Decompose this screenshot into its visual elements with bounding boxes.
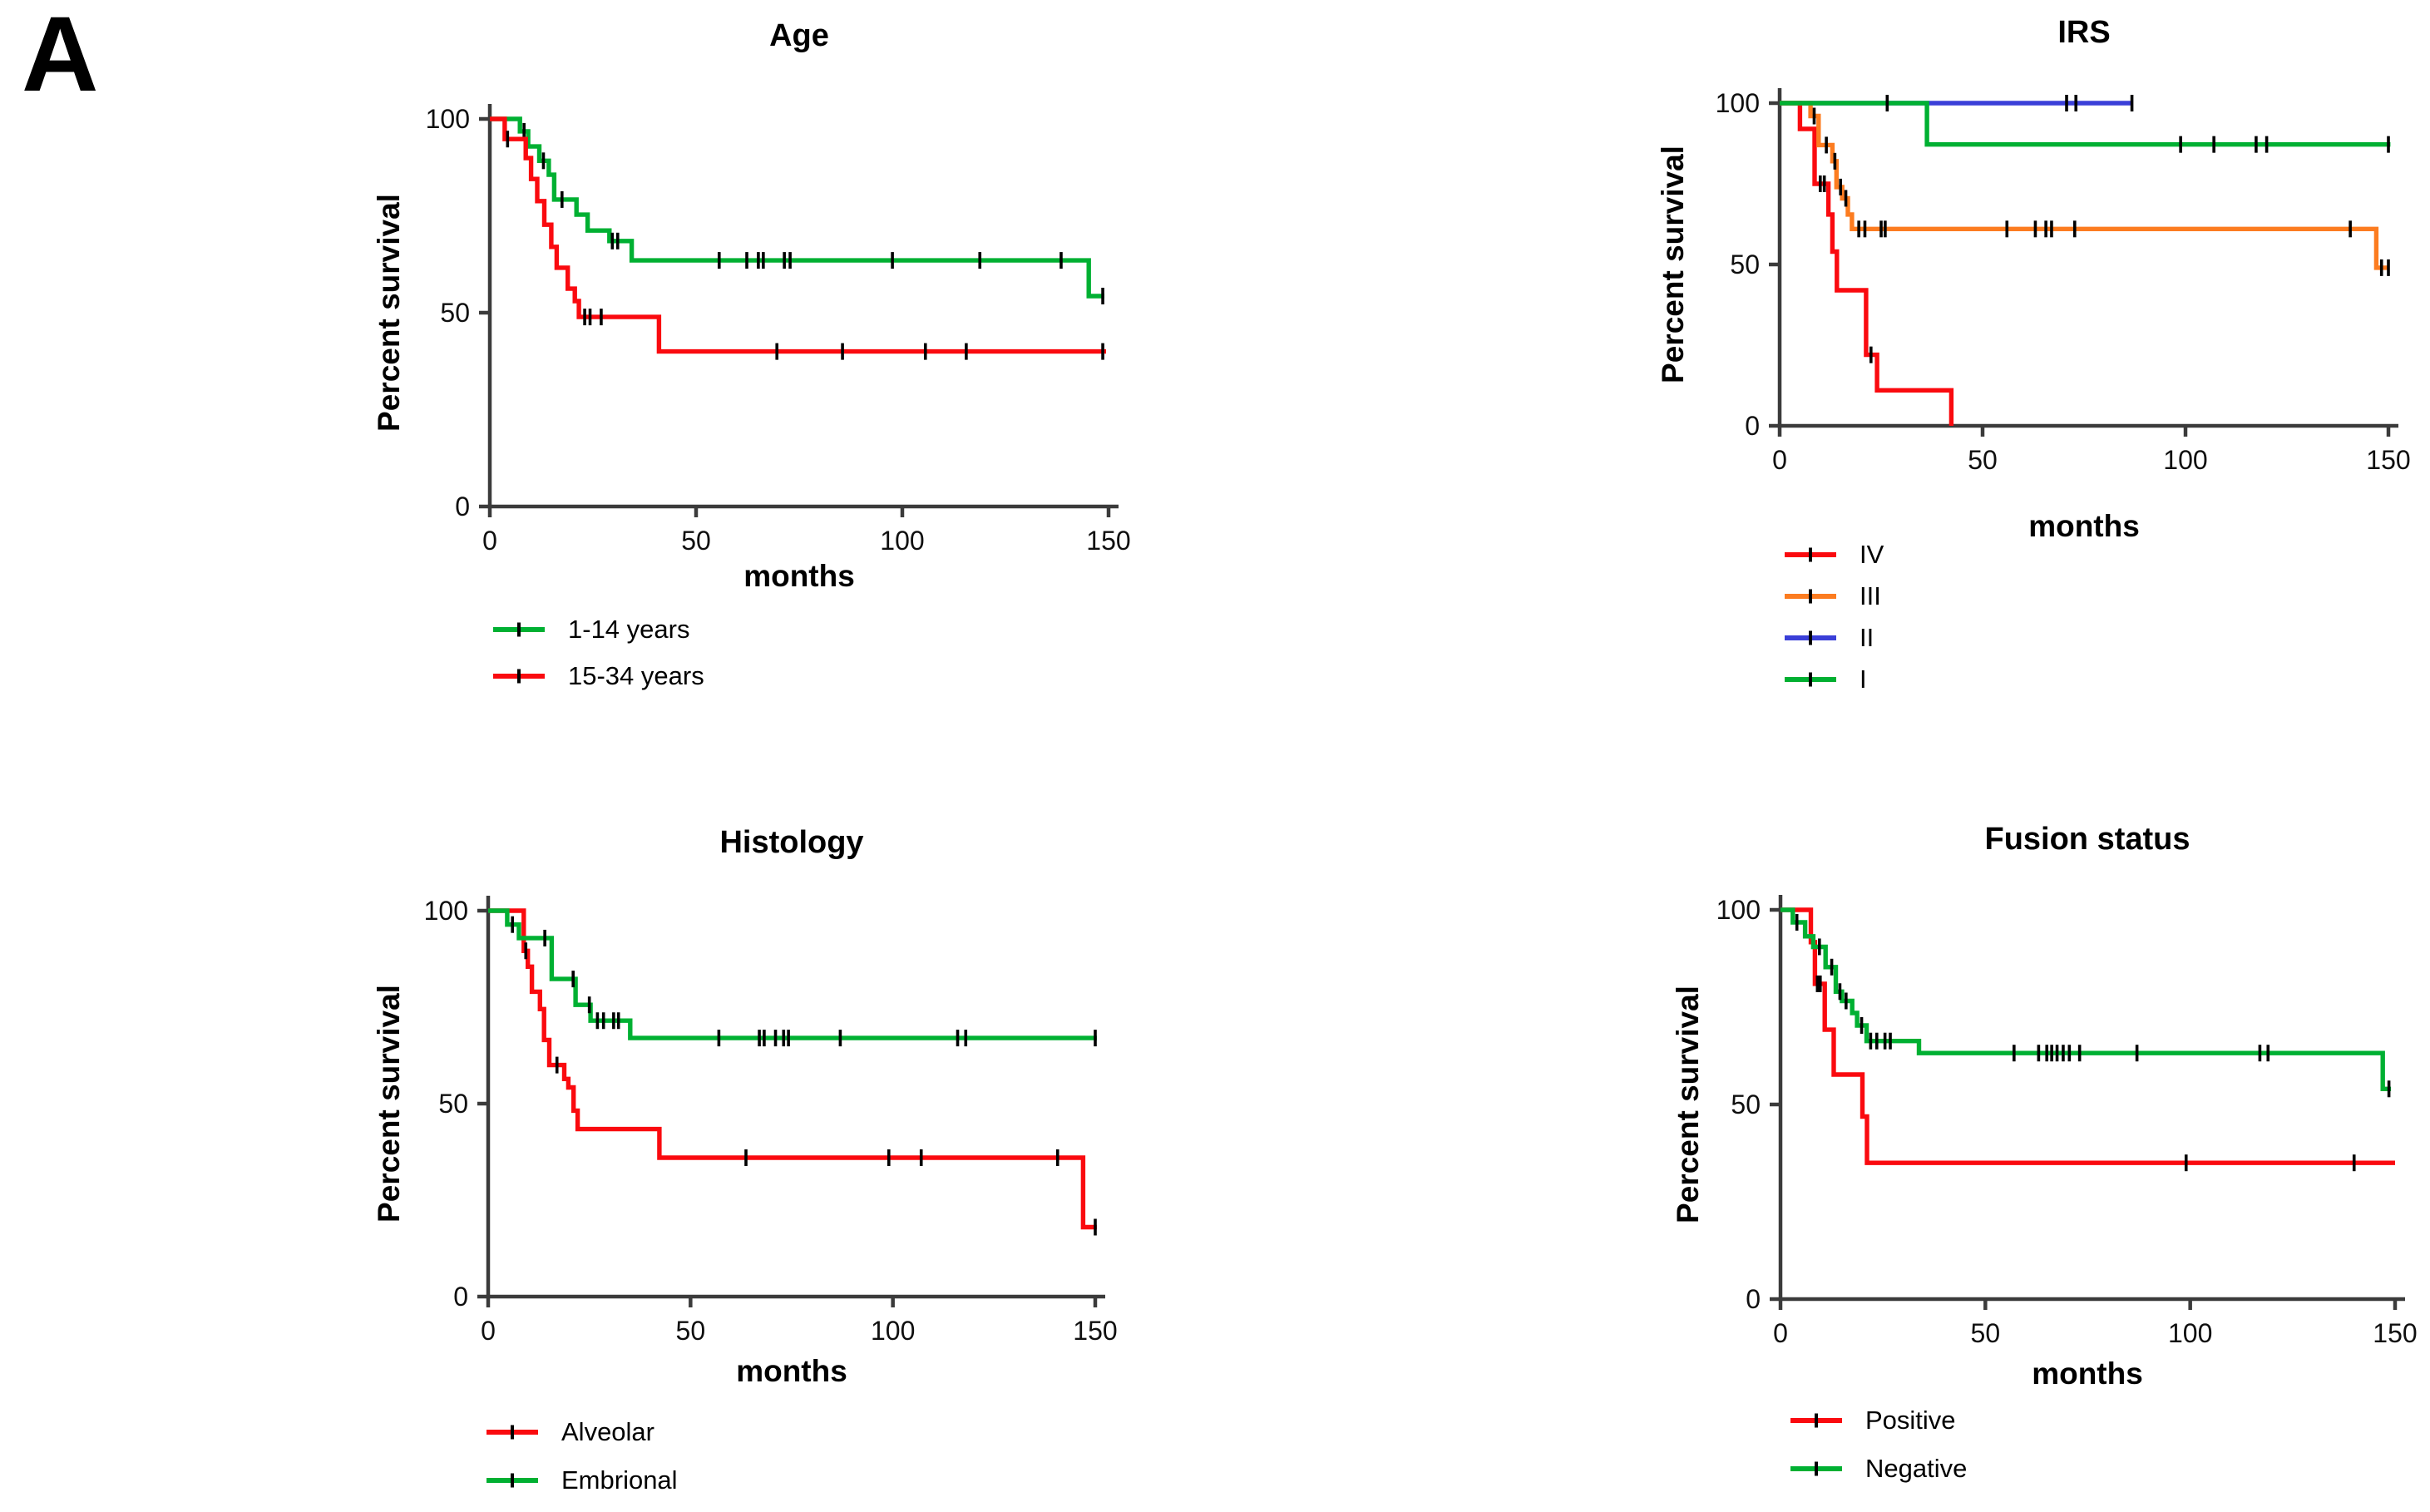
- legend-line-green-icon: [493, 627, 545, 632]
- legend-irs: IV III II I: [1785, 534, 1884, 700]
- axes: [486, 896, 1105, 1299]
- x-tick-label: 50: [1971, 1318, 2001, 1348]
- x-tick-label: 100: [871, 1316, 915, 1346]
- panel-letter: A: [22, 0, 99, 114]
- km-curve-iv: [1780, 101, 1954, 426]
- km-curve-negative: [1781, 907, 2392, 1092]
- x-tick-label: 0: [1772, 445, 1787, 475]
- legend-line-red-icon: [1785, 552, 1836, 557]
- x-tick-label: 0: [482, 526, 497, 556]
- x-tick-label: 150: [2373, 1318, 2417, 1348]
- legend-label: III: [1860, 581, 1881, 610]
- legend-item-ii: II: [1785, 617, 1884, 659]
- x-axis-label-irs: months: [2028, 509, 2140, 543]
- x-tick-label: 50: [1968, 445, 1998, 475]
- chart-title-fusion-status: Fusion status: [1984, 822, 2190, 857]
- legend-item-i: I: [1785, 659, 1884, 700]
- y-tick-label: 0: [455, 492, 470, 521]
- axes: [487, 104, 1119, 509]
- y-tick-label: 50: [1730, 250, 1760, 279]
- legend-item-alveolar: Alveolar: [486, 1408, 678, 1456]
- legend-line-red-icon: [493, 674, 545, 679]
- legend-item-positive: Positive: [1790, 1396, 1967, 1445]
- chart-title-irs: IRS: [2057, 15, 2111, 50]
- legend-item-1-14-years: 1-14 years: [493, 606, 704, 653]
- x-tick-label: 0: [1773, 1318, 1788, 1348]
- x-tick-label: 50: [676, 1316, 706, 1346]
- x-axis-label-fusion: months: [2032, 1356, 2143, 1391]
- legend-label: Positive: [1865, 1406, 1956, 1435]
- y-tick-label: 0: [453, 1282, 468, 1312]
- y-axis-label-irs: Percent survival: [1656, 146, 1690, 383]
- legend-label: Embrional: [561, 1465, 678, 1495]
- legend-line-red-icon: [1790, 1418, 1842, 1423]
- km-curve-positive: [1781, 907, 2395, 1165]
- legend-item-iv: IV: [1785, 534, 1884, 576]
- legend-label: II: [1860, 623, 1874, 652]
- km-curve-alveolar: [488, 908, 1097, 1230]
- x-axis-label-histology: months: [736, 1354, 847, 1388]
- x-tick-label: 150: [1086, 526, 1130, 556]
- legend-fusion: Positive Negative: [1790, 1396, 1967, 1493]
- y-tick-label: 100: [1716, 88, 1760, 118]
- legend-line-red-icon: [486, 1430, 538, 1435]
- legend-line-green-icon: [1790, 1466, 1842, 1471]
- y-tick-label: 50: [440, 298, 470, 328]
- legend-label: 15-34 years: [568, 661, 704, 690]
- legend-label: I: [1860, 665, 1867, 694]
- km-curve-1-14-years: [490, 116, 1104, 299]
- legend-histology: Alveolar Embrional: [486, 1408, 678, 1505]
- x-tick-label: 100: [2168, 1318, 2212, 1348]
- x-tick-label: 0: [481, 1316, 496, 1346]
- legend-line-green-icon: [486, 1478, 538, 1483]
- y-axis-label-histology: Percent survival: [372, 985, 406, 1223]
- legend-line-blue-icon: [1785, 635, 1836, 640]
- legend-age: 1-14 years 15-34 years: [493, 606, 704, 699]
- y-tick-label: 0: [1746, 1284, 1761, 1314]
- legend-label: IV: [1860, 540, 1884, 569]
- y-tick-label: 50: [438, 1089, 468, 1119]
- km-curve-embrional: [488, 908, 1097, 1040]
- y-axis-label-fusion: Percent survival: [1671, 986, 1705, 1223]
- x-tick-label: 150: [1073, 1316, 1117, 1346]
- km-curve-15-34-years: [490, 116, 1106, 354]
- km-curve-iii: [1780, 101, 2388, 270]
- legend-label: Negative: [1865, 1454, 1968, 1483]
- y-tick-label: 50: [1731, 1090, 1761, 1119]
- x-tick-label: 100: [2163, 445, 2207, 475]
- legend-item-iii: III: [1785, 576, 1884, 617]
- y-tick-label: 0: [1745, 411, 1760, 441]
- legend-label: Alveolar: [561, 1417, 654, 1446]
- x-axis-label-age: months: [743, 559, 855, 593]
- legend-item-embrional: Embrional: [486, 1456, 678, 1505]
- chart-title-age: Age: [769, 18, 829, 53]
- y-axis-label-age: Percent survival: [372, 194, 406, 432]
- legend-item-15-34-years: 15-34 years: [493, 653, 704, 699]
- x-tick-label: 50: [681, 526, 711, 556]
- km-curve-i: [1780, 101, 2391, 147]
- x-tick-label: 150: [2366, 445, 2410, 475]
- chart-title-histology: Histology: [719, 825, 864, 860]
- y-tick-label: 100: [426, 104, 470, 134]
- axes: [1778, 895, 2405, 1302]
- legend-line-green-icon: [1785, 677, 1836, 682]
- legend-item-negative: Negative: [1790, 1445, 1967, 1493]
- legend-label: 1-14 years: [568, 615, 690, 644]
- y-tick-label: 100: [424, 896, 468, 926]
- axes: [1777, 88, 2398, 428]
- y-tick-label: 100: [1716, 895, 1761, 925]
- legend-line-orange-icon: [1785, 594, 1836, 599]
- x-tick-label: 100: [880, 526, 924, 556]
